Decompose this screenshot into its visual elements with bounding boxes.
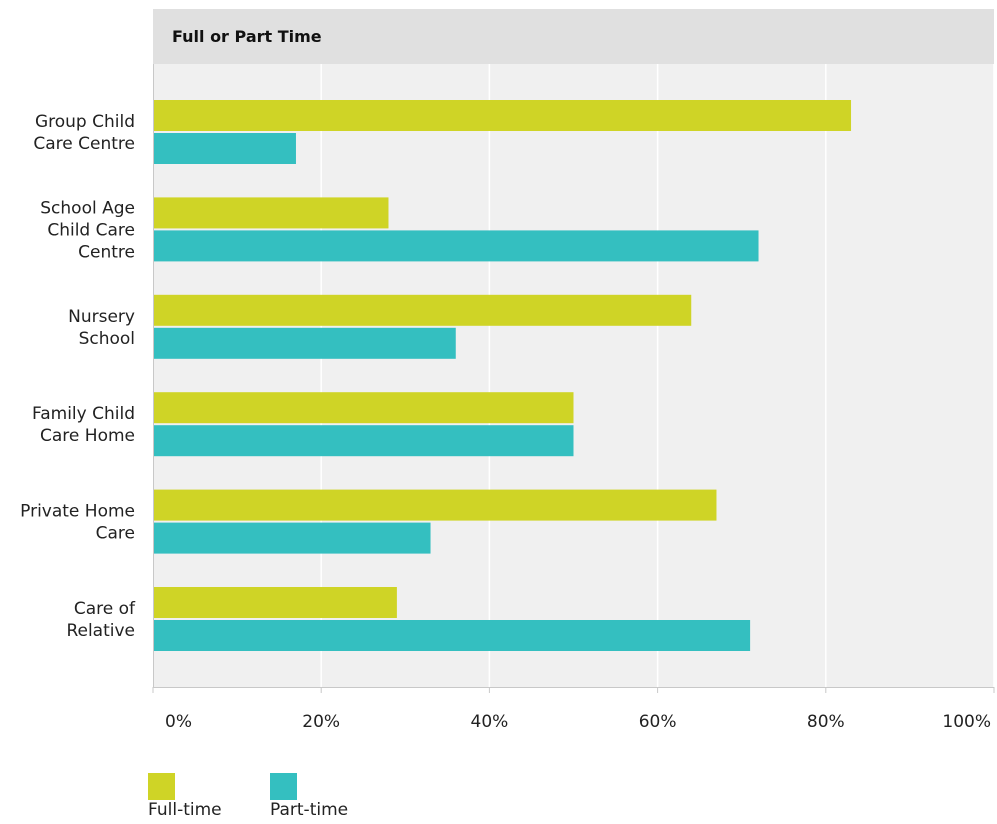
category-label: Private Home Care — [20, 502, 135, 544]
bar-part-time-5 — [154, 620, 751, 651]
legend-swatch-part-time — [270, 773, 297, 800]
bar-full-time-0 — [154, 100, 852, 131]
bar-part-time-2 — [154, 327, 456, 359]
x-tick-label: 0% — [165, 712, 192, 732]
category-label-line: Group Child — [35, 112, 135, 132]
bar-full-time-2 — [154, 294, 692, 326]
category-label-line: Care — [96, 524, 135, 544]
category-label: Care of Relative — [66, 599, 136, 641]
bar-full-time-4 — [154, 489, 717, 521]
bar-full-time-3 — [154, 392, 574, 424]
legend-label-full-time: Full-time — [148, 800, 222, 820]
x-tick-label: 80% — [807, 712, 845, 732]
category-label: Family Child Care Home — [32, 404, 135, 446]
legend-swatch-full-time — [148, 773, 175, 800]
category-label-line: Private Home — [20, 502, 135, 522]
x-tick-label: 20% — [302, 712, 340, 732]
category-label-line: School — [79, 329, 135, 349]
category-label-line: Care Centre — [33, 134, 135, 154]
category-label-line: Care of — [74, 599, 136, 619]
category-label-line: School Age — [40, 198, 135, 218]
category-label-line: Centre — [78, 242, 135, 262]
category-label-line: Child Care — [47, 220, 135, 240]
category-label-line: Nursery — [68, 307, 135, 327]
category-label-line: Relative — [66, 621, 135, 641]
bar-part-time-0 — [154, 133, 296, 164]
legend-label-part-time: Part-time — [270, 800, 349, 820]
bar-full-time-1 — [154, 197, 389, 229]
bar-part-time-1 — [154, 230, 759, 262]
chart-header: Full or Part Time — [153, 9, 994, 64]
category-label: Group Child Care Centre — [33, 112, 135, 154]
legend-item-part-time: Part-time — [270, 773, 348, 820]
legend-item-full-time: Full-time — [148, 773, 222, 820]
bar-full-time-5 — [154, 587, 397, 618]
plot-area — [153, 64, 994, 687]
x-tick-label: 60% — [639, 712, 677, 732]
category-label: School Age Child Care Centre — [40, 198, 135, 262]
category-label-line: Care Home — [40, 426, 135, 446]
chart-title: Full or Part Time — [172, 27, 322, 46]
x-tick-label: 100% — [942, 712, 991, 732]
bar-part-time-3 — [154, 425, 574, 457]
bar-part-time-4 — [154, 522, 431, 554]
x-tick-label: 40% — [471, 712, 509, 732]
category-label: Nursery School — [68, 307, 135, 349]
category-label-line: Family Child — [32, 404, 135, 424]
